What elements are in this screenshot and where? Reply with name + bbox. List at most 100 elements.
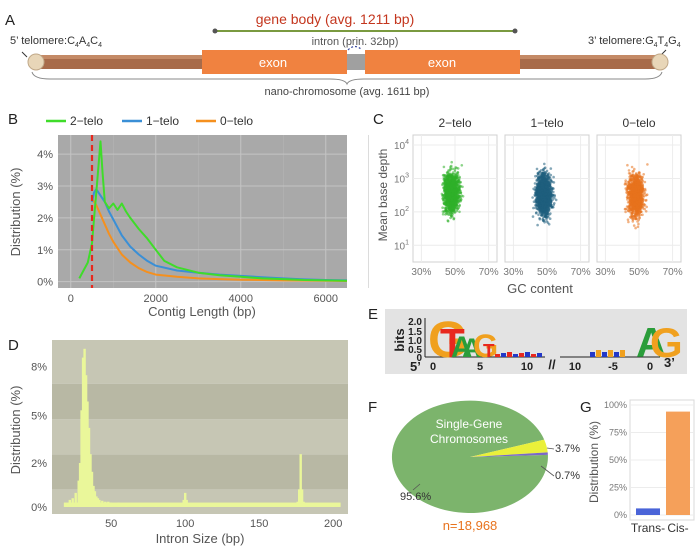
scatter-point	[630, 214, 634, 217]
scatter-point	[549, 167, 553, 170]
logo-small-glyph	[501, 353, 506, 357]
scatter-point	[444, 196, 448, 200]
scatter-point	[451, 167, 455, 171]
scatter-point	[456, 178, 460, 181]
scatter-point	[458, 203, 462, 207]
scatter-point	[624, 182, 627, 186]
scatter-point	[549, 179, 553, 182]
logo-small-glyph	[602, 352, 607, 357]
facet-x-tick: 50%	[537, 267, 557, 278]
exon-left-label: exon	[259, 55, 287, 70]
scatter-point	[642, 198, 645, 201]
plot-b-x-ticks: 0 2000 4000 6000	[68, 293, 338, 305]
logo-x-tick: 10	[569, 361, 581, 373]
legend-label-2-telo: 2−telo	[70, 114, 103, 128]
scatter-point	[543, 162, 546, 166]
scatter-point	[531, 215, 535, 218]
logo-small-glyph	[513, 354, 518, 357]
logo-separator: //	[548, 357, 556, 372]
scatter-point	[631, 220, 635, 223]
scatter-point	[550, 188, 553, 191]
scatter-point	[459, 180, 463, 184]
x-tick-label: 100	[176, 518, 194, 530]
scatter-point	[531, 196, 534, 199]
scatter-point	[458, 210, 461, 214]
telomere-5-label: 5’ telomere:C4A4C4	[10, 35, 102, 49]
scatter-point	[545, 220, 549, 223]
intron-bar-3	[74, 492, 77, 507]
logo-x-tick: 0	[430, 361, 436, 373]
scatter-point	[634, 185, 637, 189]
scatter-point	[637, 213, 641, 217]
scatter-point	[543, 210, 547, 213]
facet-x-tick: 70%	[571, 267, 591, 278]
y-tick-label: 25%	[609, 483, 627, 493]
scatter-point	[642, 189, 646, 193]
scatter-point	[629, 178, 632, 181]
scatter-point	[548, 181, 551, 184]
pie-slice-0	[391, 400, 548, 514]
scatter-point	[540, 196, 543, 199]
logo-small-glyph	[507, 352, 512, 357]
intron-bar-10	[86, 401, 89, 507]
scatter-point	[450, 214, 453, 218]
plot-c-y-label: Mean base depth	[376, 149, 390, 242]
scatter-point	[541, 204, 544, 208]
sequence-logo-background	[385, 309, 687, 374]
scatter-point	[546, 202, 550, 206]
logo-small-glyph	[525, 352, 530, 357]
scatter-point	[624, 207, 627, 211]
scatter-point	[627, 196, 631, 200]
facet-points-1	[531, 162, 558, 227]
scatter-point	[641, 207, 645, 210]
plot-b-y-label: Distribution (%)	[8, 168, 23, 257]
logo-small-glyph	[590, 352, 595, 357]
scatter-point	[634, 173, 638, 176]
plot-g-y-ticks: 0% 25% 50% 75% 100%	[604, 400, 627, 520]
scatter-point	[442, 196, 445, 200]
pie-n-label: n=18,968	[443, 518, 498, 533]
scatter-point	[535, 167, 539, 171]
y-tick-label: 3%	[37, 181, 53, 193]
scatter-point	[626, 163, 629, 167]
logo-small-glyph	[531, 354, 536, 357]
scatter-point	[447, 199, 451, 202]
scatter-point	[546, 210, 550, 213]
logo-5-prime: 5’	[410, 359, 421, 374]
plot-b-y-ticks: 0% 1% 2% 3% 4%	[37, 149, 53, 289]
scatter-point	[552, 190, 555, 194]
scatter-point	[630, 181, 633, 185]
scatter-point	[443, 180, 447, 183]
scatter-point	[460, 164, 464, 167]
intron-bar-6	[80, 410, 83, 507]
intron-bar-40	[299, 454, 302, 507]
logo-x-tick: 10	[521, 361, 533, 373]
scatter-point	[533, 182, 537, 185]
scatter-point	[442, 165, 446, 169]
exon-right-label: exon	[428, 55, 456, 70]
intron-bar-13	[90, 471, 94, 507]
telomere-5-pointer	[21, 51, 28, 58]
intron-bar-39	[298, 489, 301, 507]
logo-letter-G: G	[650, 319, 683, 366]
logo-x-tick: 0	[647, 361, 653, 373]
scatter-point	[629, 193, 632, 196]
pie-label-big: 95.6%	[400, 491, 431, 503]
logo-x-ticks: 0 5 10 10 -5 0	[430, 361, 653, 373]
scatter-point	[625, 189, 629, 192]
scatter-point	[453, 189, 457, 192]
plot-d-bars	[63, 348, 341, 507]
scatter-point	[534, 174, 537, 178]
scatter-point	[532, 206, 535, 210]
x-tick-label: 0	[68, 293, 74, 305]
x-tick-label: 4000	[229, 293, 253, 305]
scatter-point	[632, 198, 636, 202]
scatter-point	[534, 211, 538, 215]
logo-letter-G: G	[428, 311, 468, 368]
scatter-point	[636, 185, 639, 188]
scatter-point	[640, 205, 643, 208]
scatter-point	[638, 171, 641, 175]
background-band-3	[52, 383, 348, 420]
scatter-point	[643, 191, 647, 195]
scatter-point	[641, 182, 644, 186]
